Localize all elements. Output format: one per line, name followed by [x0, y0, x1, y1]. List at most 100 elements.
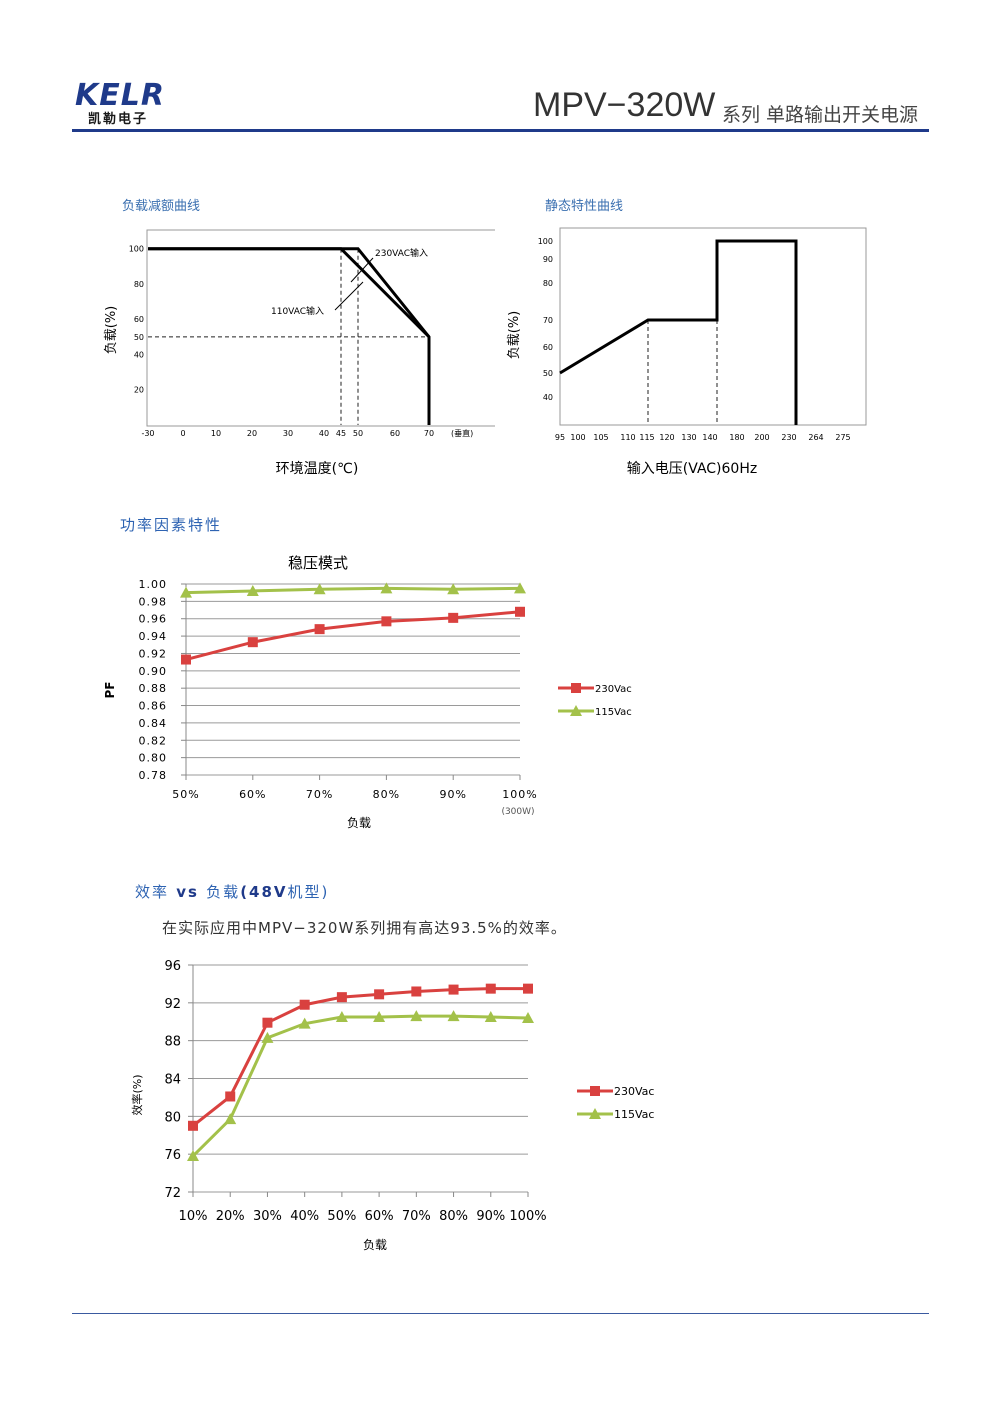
y-tick-label: 0.92 — [139, 647, 168, 660]
y-tick-label: 96 — [164, 959, 181, 974]
y-tick-label: 0.94 — [139, 630, 168, 643]
y-tick-label: 0.98 — [139, 595, 168, 608]
data-point — [225, 1091, 236, 1102]
series-label: 110VAC输入 — [271, 305, 324, 317]
x-axis-label: 负载 — [347, 816, 371, 830]
series-line — [148, 247, 431, 338]
data-point — [522, 1011, 534, 1023]
y-axis-label: 负载(%) — [507, 311, 522, 360]
legend-marker — [570, 705, 582, 716]
x-tick-label: 50 — [353, 429, 363, 438]
y-tick-label: 0.84 — [139, 717, 168, 730]
y-axis-label: 效率(%) — [130, 1074, 144, 1115]
data-point — [246, 584, 259, 596]
data-point — [314, 624, 325, 635]
x-axis-label: 输入电压(VAC)60Hz — [627, 461, 757, 477]
data-point — [299, 999, 310, 1010]
page-title: MPV−320W — [533, 86, 716, 124]
data-point — [261, 1031, 274, 1043]
plot-frame — [146, 229, 495, 427]
y-tick-label: 76 — [164, 1148, 181, 1163]
data-point — [335, 1011, 348, 1023]
data-point — [447, 583, 460, 595]
eff-section-title: 效率 vs 负载(48V机型) — [135, 883, 330, 901]
y-tick-label: 70 — [543, 316, 553, 325]
series-line — [559, 239, 798, 425]
legend-marker — [571, 683, 581, 693]
data-point — [484, 1011, 497, 1023]
x-tick-label: 40 — [319, 429, 329, 438]
x-tick-label: 50% — [172, 788, 199, 801]
data-point — [313, 583, 326, 595]
x-tick-label: 100% — [509, 1209, 546, 1224]
y-tick-label: 92 — [164, 997, 181, 1012]
data-point — [380, 582, 393, 594]
static-section-title: 静态特性曲线 — [545, 199, 624, 214]
x-tick-label: 95 — [555, 433, 565, 442]
static-chart: 100 90 80 70 60 50 40 95 100 105 110 115 120 130 140 18… — [507, 227, 867, 477]
x-axis-label: 环境温度(℃) — [276, 461, 359, 477]
x-tick-label: 70% — [306, 788, 333, 801]
company-logo-cn: 凯勒电子 — [88, 112, 149, 127]
y-tick-label: 80 — [164, 1110, 181, 1125]
data-point — [373, 1011, 386, 1023]
page-subtitle: 系列 单路输出开关电源 — [722, 104, 919, 126]
y-tick-label: 80 — [543, 279, 553, 288]
x-tick-label: 100% — [502, 788, 537, 801]
y-axis-label: 负载(%) — [104, 306, 119, 355]
pf-section-title: 功率因素特性 — [120, 516, 223, 534]
y-tick-label: 50 — [543, 369, 553, 378]
series-line — [192, 987, 528, 1127]
data-point — [247, 637, 258, 648]
chart-title: 稳压模式 — [288, 554, 348, 572]
data-point — [298, 1017, 311, 1029]
x-tick-note: (300W) — [501, 807, 534, 817]
x-tick-label: -30 — [141, 429, 154, 438]
data-point — [447, 1010, 460, 1022]
x-tick-label: 40% — [290, 1209, 319, 1224]
y-tick-label: 0.96 — [139, 613, 168, 626]
efficiency-chart: 96 92 88 84 80 76 72 10% 20% 30% 40% 50% 60% 70% 80% 90… — [130, 959, 654, 1252]
x-tick-label: 70 — [424, 429, 434, 438]
y-tick-label: 0.86 — [139, 700, 168, 713]
y-tick-label: 0.90 — [139, 665, 168, 678]
x-tick-label: 275 — [835, 433, 850, 442]
x-tick-label: 115 — [639, 433, 654, 442]
x-tick-label: 60% — [365, 1209, 394, 1224]
footer-divider — [72, 1313, 929, 1314]
x-tick-label: 50% — [327, 1209, 356, 1224]
x-axis-label: 负载 — [363, 1238, 387, 1252]
y-tick-label: 60 — [134, 315, 144, 324]
annotation-leader — [350, 257, 374, 283]
y-tick-label: 1.00 — [139, 578, 168, 591]
x-tick-label: 100 — [570, 433, 585, 442]
series-line — [191, 1014, 529, 1158]
data-point — [180, 586, 192, 598]
x-tick-label: 45 — [336, 429, 346, 438]
legend-marker — [589, 1108, 601, 1119]
x-tick-label: 200 — [754, 433, 769, 442]
series-line — [185, 586, 521, 595]
y-axis-label: PF — [103, 682, 117, 699]
y-tick-label: 40 — [543, 393, 553, 402]
y-tick-label: 60 — [543, 343, 553, 352]
derating-chart: 100 80 60 50 40 20 -30 0 10 20 30 40 45 50 60 70 (垂直) 230… — [104, 229, 495, 477]
series-line — [185, 610, 521, 661]
company-logo: KELR — [75, 78, 165, 113]
x-tick-label: 10 — [211, 429, 221, 438]
y-tick-label: 100 — [538, 237, 553, 246]
y-tick-label: 0.78 — [139, 769, 168, 782]
data-point — [188, 1120, 198, 1131]
x-tick-label: 80% — [373, 788, 400, 801]
x-tick-label: 140 — [702, 433, 717, 442]
x-tick-label: 30% — [253, 1209, 282, 1224]
y-tick-label: 20 — [134, 386, 144, 395]
y-tick-label: 72 — [164, 1186, 181, 1201]
y-tick-label: 90 — [543, 255, 553, 264]
legend-marker — [590, 1086, 600, 1096]
data-point — [262, 1017, 273, 1028]
y-tick-label: 88 — [164, 1035, 181, 1050]
efficiency-note: 在实际应用中MPV−320W系列拥有高达93.5%的效率。 — [162, 919, 567, 937]
x-tick-label: 180 — [729, 433, 744, 442]
data-point — [485, 983, 496, 994]
